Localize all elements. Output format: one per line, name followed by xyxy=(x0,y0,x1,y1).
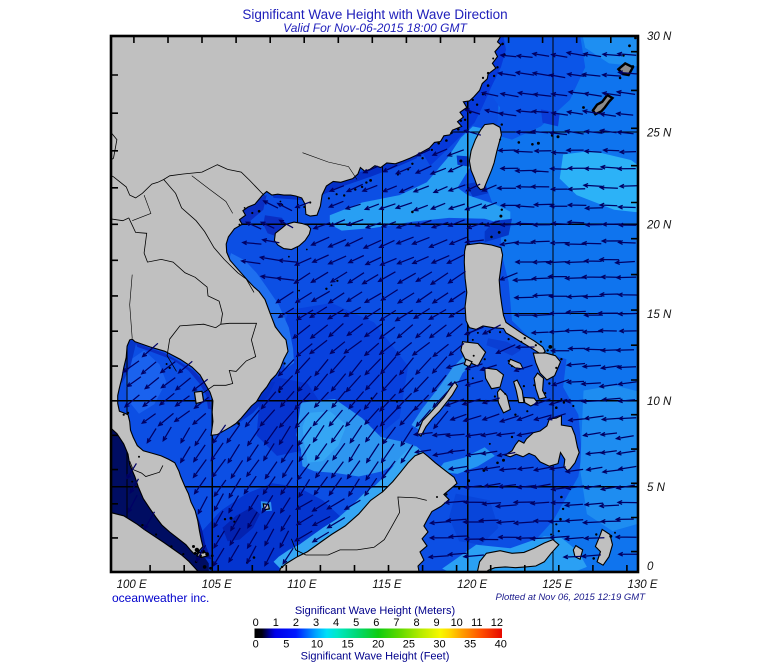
svg-text:120 E: 120 E xyxy=(457,579,487,591)
svg-text:Significant Wave Height (Feet): Significant Wave Height (Feet) xyxy=(301,651,450,663)
svg-text:9: 9 xyxy=(434,617,440,629)
svg-text:4: 4 xyxy=(333,617,339,629)
svg-text:20: 20 xyxy=(372,639,384,651)
svg-text:5: 5 xyxy=(283,639,289,651)
svg-text:130 E: 130 E xyxy=(627,579,657,591)
svg-text:6: 6 xyxy=(373,617,379,629)
svg-text:10: 10 xyxy=(311,639,323,651)
svg-text:115 E: 115 E xyxy=(372,579,402,591)
svg-text:15: 15 xyxy=(341,639,353,651)
svg-text:Valid For Nov-06-2015 18:00 GM: Valid For Nov-06-2015 18:00 GMT xyxy=(283,21,468,35)
svg-text:25: 25 xyxy=(403,639,415,651)
svg-text:125 E: 125 E xyxy=(542,579,572,591)
svg-text:20 N: 20 N xyxy=(646,220,672,232)
svg-text:30 N: 30 N xyxy=(647,31,672,43)
svg-text:10: 10 xyxy=(451,617,463,629)
svg-text:7: 7 xyxy=(393,617,399,629)
svg-text:10 N: 10 N xyxy=(647,396,672,408)
svg-text:3: 3 xyxy=(313,617,319,629)
svg-text:Plotted at Nov 06, 2015 12:19: Plotted at Nov 06, 2015 12:19 GMT xyxy=(496,592,647,603)
svg-text:110 E: 110 E xyxy=(287,579,317,591)
svg-text:0: 0 xyxy=(647,561,654,573)
svg-text:Significant Wave Height (Meter: Significant Wave Height (Meters) xyxy=(295,605,455,617)
svg-text:30: 30 xyxy=(433,639,445,651)
svg-text:15 N: 15 N xyxy=(647,309,672,321)
svg-text:100 E: 100 E xyxy=(117,579,147,591)
svg-text:35: 35 xyxy=(464,639,476,651)
svg-text:12: 12 xyxy=(491,617,503,629)
svg-text:5: 5 xyxy=(353,617,359,629)
svg-text:11: 11 xyxy=(471,617,482,629)
svg-text:oceanweather inc.: oceanweather inc. xyxy=(112,591,209,605)
svg-text:8: 8 xyxy=(413,617,419,629)
svg-text:1: 1 xyxy=(273,617,279,629)
svg-text:0: 0 xyxy=(253,617,259,629)
svg-text:5 N: 5 N xyxy=(647,482,666,494)
svg-text:0: 0 xyxy=(253,639,259,651)
svg-text:2: 2 xyxy=(293,617,299,629)
svg-text:40: 40 xyxy=(495,639,507,651)
svg-text:105 E: 105 E xyxy=(202,579,232,591)
svg-text:25 N: 25 N xyxy=(646,127,672,139)
svg-text:Significant Wave Height with W: Significant Wave Height with Wave Direct… xyxy=(242,7,507,22)
